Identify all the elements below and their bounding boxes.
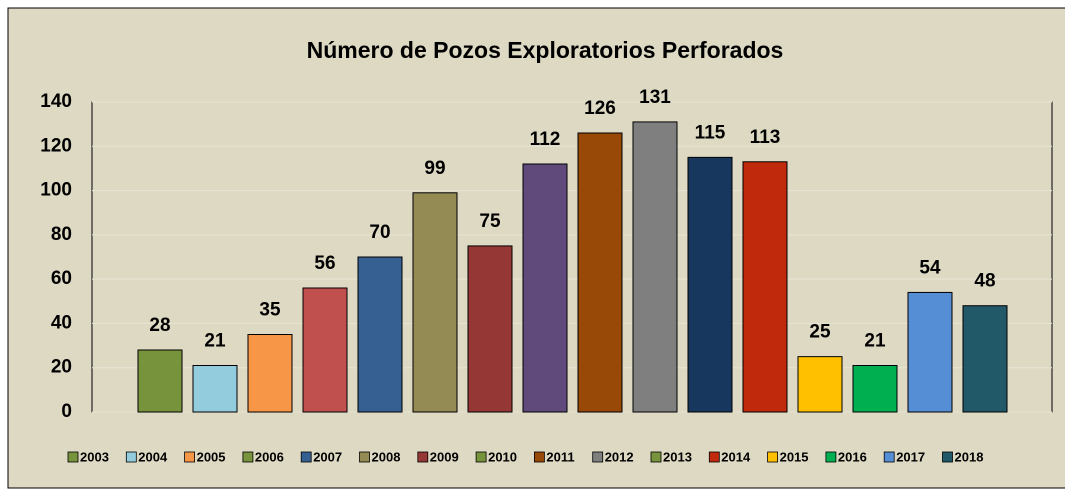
- data-label: 48: [974, 271, 995, 292]
- legend-swatch: [942, 451, 953, 463]
- bar: [577, 132, 623, 413]
- legend-swatch: [417, 451, 429, 463]
- y-tick-label: 0: [61, 401, 72, 422]
- bar: [467, 245, 513, 413]
- legend-swatch: [534, 451, 545, 463]
- legend-label: 2004: [138, 449, 168, 464]
- bar: [687, 156, 733, 413]
- bar: [192, 365, 238, 413]
- data-label: 126: [584, 98, 616, 119]
- bar: [632, 121, 678, 413]
- data-label: 25: [809, 322, 831, 343]
- data-label: 70: [369, 222, 390, 243]
- legend-swatch: [475, 451, 487, 463]
- legend-label: 2003: [80, 449, 109, 464]
- data-label: 112: [530, 129, 561, 150]
- legend-label: 2010: [488, 449, 517, 464]
- bar: [962, 305, 1008, 413]
- legend-swatch: [184, 451, 196, 463]
- y-tick-label: 40: [51, 312, 72, 333]
- legend-label: 2008: [372, 449, 401, 464]
- bar: [522, 163, 568, 413]
- legend-label: 2005: [197, 449, 226, 464]
- data-label: 75: [479, 211, 501, 232]
- data-label: 131: [639, 87, 671, 108]
- y-tick-label: 80: [51, 224, 72, 245]
- data-label: 28: [149, 315, 170, 336]
- legend-swatch: [650, 451, 662, 463]
- legend-swatch: [825, 451, 837, 463]
- bar: [412, 192, 458, 413]
- y-tick-label: 60: [51, 268, 72, 289]
- legend-swatch: [708, 451, 720, 463]
- legend-swatch: [883, 451, 895, 463]
- legend-swatch: [300, 451, 312, 463]
- data-label: 113: [750, 127, 781, 148]
- legend-label: 2009: [430, 449, 459, 464]
- y-tick-label: 20: [51, 357, 72, 378]
- y-tick-label: 120: [40, 135, 72, 156]
- data-label: 21: [204, 331, 226, 352]
- bar: [797, 356, 843, 413]
- bar: [247, 334, 293, 413]
- legend-swatch: [67, 451, 79, 463]
- legend-swatch: [125, 451, 137, 463]
- legend-label: 2006: [255, 449, 284, 464]
- data-label: 115: [695, 122, 726, 143]
- data-label: 54: [919, 257, 941, 278]
- legend-label: 2013: [663, 449, 692, 464]
- bar: [742, 161, 788, 413]
- data-label: 21: [864, 331, 886, 352]
- legend-swatch: [592, 451, 604, 463]
- legend-label: 2017: [896, 449, 925, 464]
- legend-swatch: [242, 451, 254, 463]
- legend-label: 2014: [721, 449, 751, 464]
- y-tick-label: 100: [40, 180, 72, 201]
- legend-label: 2007: [313, 449, 342, 464]
- bar: [137, 349, 183, 413]
- bar: [907, 291, 953, 413]
- legend-swatch: [359, 451, 370, 463]
- data-label: 35: [259, 300, 281, 321]
- legend-label: 2011: [546, 449, 574, 464]
- legend-label: 2016: [838, 449, 867, 464]
- legend-label: 2015: [780, 449, 809, 464]
- legend-swatch: [767, 451, 778, 463]
- bar: [302, 287, 348, 413]
- data-label: 99: [424, 158, 445, 179]
- chart-title: Número de Pozos Exploratorios Perforados: [307, 37, 784, 63]
- legend-label: 2018: [955, 449, 984, 464]
- y-tick-label: 140: [40, 91, 72, 112]
- data-label: 56: [314, 253, 335, 274]
- bar: [852, 365, 898, 413]
- legend-label: 2012: [605, 449, 634, 464]
- bar: [357, 256, 403, 413]
